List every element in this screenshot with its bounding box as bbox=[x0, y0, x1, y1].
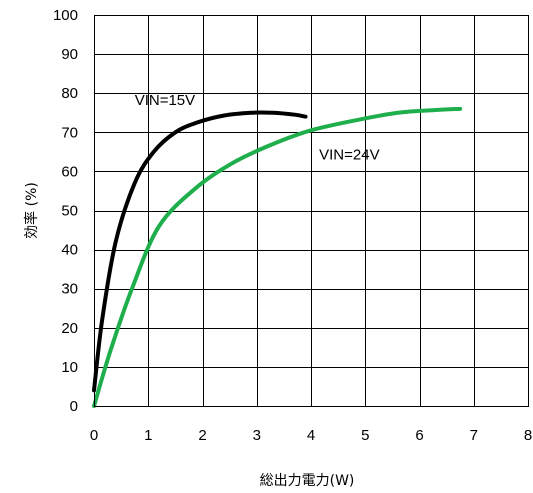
x-tick-label: 1 bbox=[144, 427, 152, 444]
y-tick-label: 100 bbox=[53, 7, 78, 24]
y-tick-label: 40 bbox=[61, 242, 78, 259]
series-line-0 bbox=[92, 110, 308, 393]
series-lines bbox=[92, 106, 463, 408]
y-tick-label: 0 bbox=[70, 398, 78, 415]
series-label-0: VIN=15V bbox=[135, 92, 195, 109]
y-tick-label: 60 bbox=[61, 163, 78, 180]
plot-frame bbox=[94, 15, 529, 407]
plot-border bbox=[94, 15, 529, 407]
x-tick-label: 0 bbox=[90, 427, 98, 444]
series-labels: VIN=15V VIN=24V bbox=[135, 92, 380, 164]
y-tick-label: 20 bbox=[61, 320, 78, 337]
y-tick-label: 90 bbox=[61, 46, 78, 63]
y-tick-label: 30 bbox=[61, 281, 78, 298]
x-tick-label: 4 bbox=[307, 427, 315, 444]
y-tick-label: 80 bbox=[61, 85, 78, 102]
x-tick-label: 3 bbox=[253, 427, 261, 444]
y-tick-label: 50 bbox=[61, 203, 78, 220]
y-tick-label: 10 bbox=[61, 359, 78, 376]
series-line-1 bbox=[92, 106, 463, 408]
x-tick-label: 2 bbox=[198, 427, 206, 444]
x-tick-label: 6 bbox=[415, 427, 423, 444]
y-axis-title: 効率 (%) bbox=[23, 182, 40, 239]
x-tick-label: 8 bbox=[524, 427, 532, 444]
x-axis-title: 総出力電力(W) bbox=[260, 473, 355, 489]
series-label-1: VIN=24V bbox=[319, 147, 379, 164]
x-tick-label: 7 bbox=[470, 427, 478, 444]
y-tick-label: 70 bbox=[61, 124, 78, 141]
grid bbox=[94, 15, 529, 407]
x-tick-label: 5 bbox=[361, 427, 369, 444]
